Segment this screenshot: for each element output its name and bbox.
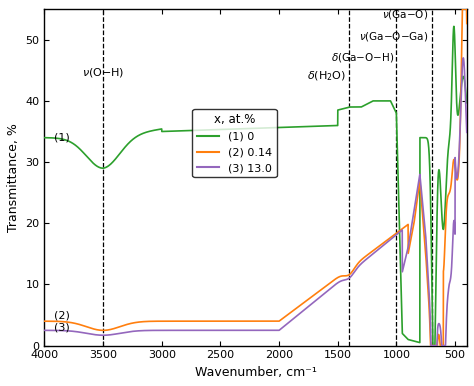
Text: $\delta$(H$_2$O): $\delta$(H$_2$O)	[307, 69, 346, 83]
Legend: (1) 0, (2) 0.14, (3) 13.0: (1) 0, (2) 0.14, (3) 13.0	[192, 109, 276, 178]
Text: $\nu$(O$-$H): $\nu$(O$-$H)	[82, 66, 124, 80]
Text: (3): (3)	[54, 322, 70, 332]
Text: $\nu$(Ga$-$O$-$Ga): $\nu$(Ga$-$O$-$Ga)	[359, 30, 428, 43]
Text: $\nu$(Ga$-$O): $\nu$(Ga$-$O)	[382, 8, 428, 21]
Text: $\delta$(Ga$-$O$-$H): $\delta$(Ga$-$O$-$H)	[331, 51, 394, 64]
Y-axis label: Transmittance, %: Transmittance, %	[7, 123, 20, 232]
X-axis label: Wavenumber, cm⁻¹: Wavenumber, cm⁻¹	[195, 366, 317, 379]
Text: (1): (1)	[54, 133, 70, 143]
Text: (2): (2)	[54, 310, 70, 320]
